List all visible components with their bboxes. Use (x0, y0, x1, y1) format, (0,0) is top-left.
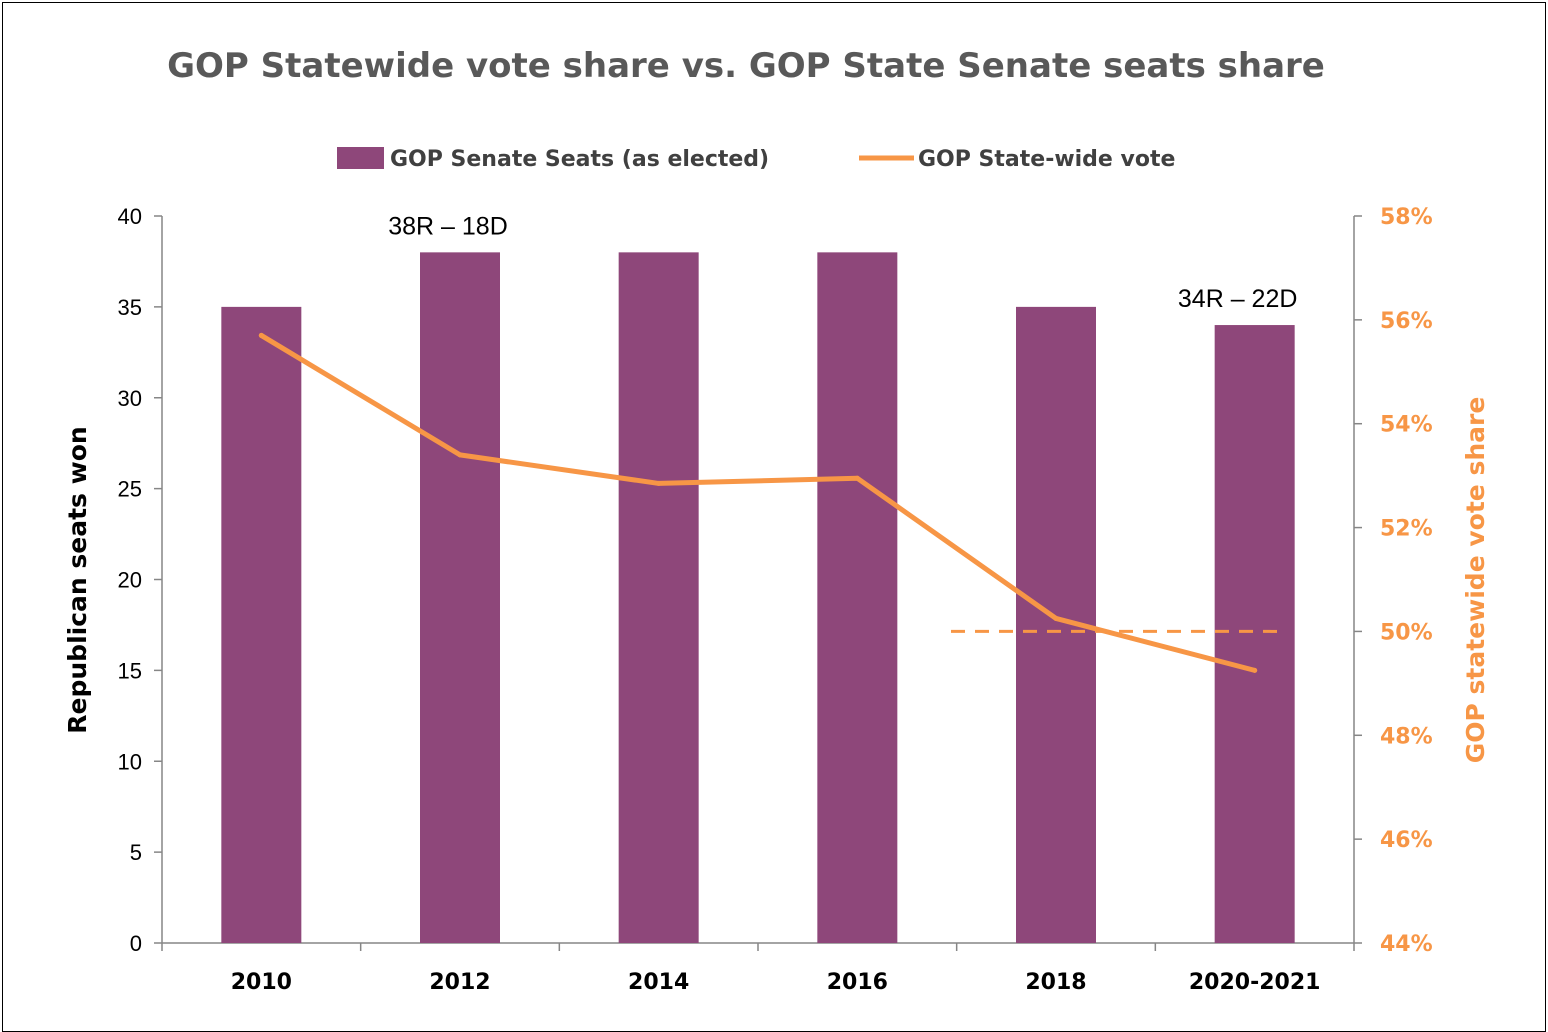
y-tick-label-right: 56% (1380, 309, 1433, 334)
bar (618, 252, 699, 944)
vote-line-layer (258, 332, 1280, 673)
bar (817, 252, 898, 944)
x-tick-label: 2010 (231, 970, 292, 995)
bar (1214, 325, 1295, 943)
y-tick-label-right: 58% (1380, 205, 1433, 230)
y-tick-label-left: 15 (118, 658, 142, 683)
bars (221, 252, 1295, 944)
legend-label-seats: GOP Senate Seats (as elected) (390, 147, 769, 172)
y-tick-label-right: 46% (1380, 828, 1433, 853)
y-axis-left-label: Republican seats won (63, 426, 92, 733)
y-tick-label-left: 20 (118, 568, 142, 593)
bar-annotation: 38R – 18D (388, 212, 508, 240)
bar (221, 306, 302, 943)
y-tick-label-right: 52% (1380, 517, 1433, 542)
y-tick-label-left: 35 (118, 295, 142, 320)
vote-share-point (656, 480, 662, 486)
legend-swatch-seats (337, 147, 384, 169)
axes (154, 215, 1362, 951)
vote-share-point (1053, 615, 1059, 621)
y-tick-label-left: 30 (118, 386, 142, 411)
vote-share-line (258, 332, 1258, 673)
vote-share-point (457, 452, 463, 458)
y-tick-label-left: 25 (118, 477, 142, 502)
vote-share-point (1252, 667, 1258, 673)
bar (420, 252, 500, 944)
x-tick-label: 2016 (827, 970, 888, 995)
y-axis-right-label: GOP statewide vote share (1461, 397, 1490, 764)
y-tick-label-right: 44% (1380, 932, 1433, 957)
vote-share-point (854, 475, 860, 481)
y-tick-label-left: 10 (118, 749, 142, 774)
vote-share-point (258, 332, 264, 338)
y-tick-label-right: 48% (1380, 724, 1433, 749)
y-tick-label-left: 0 (130, 931, 142, 956)
chart-title: GOP Statewide vote share vs. GOP State S… (167, 46, 1325, 86)
y-tick-label-left: 40 (118, 204, 142, 229)
x-tick-label: 2018 (1025, 970, 1086, 995)
tick-labels: 0 5 10 15 20 25 30 35 40 44% 46% 48% 50% 52% 54% 56% 58%… (118, 204, 1433, 995)
x-tick-label: 2020-2021 (1189, 970, 1321, 995)
bar-annotation: 34R – 22D (1178, 285, 1298, 313)
legend: GOP Senate Seats (as elected) GOP State-… (337, 147, 1175, 172)
y-tick-label-right: 50% (1380, 620, 1433, 645)
x-tick-label: 2014 (628, 970, 689, 995)
legend-label-vote: GOP State-wide vote (918, 147, 1175, 172)
y-tick-label-right: 54% (1380, 413, 1433, 438)
y-tick-label-left: 5 (130, 840, 142, 865)
x-tick-label: 2012 (429, 970, 490, 995)
